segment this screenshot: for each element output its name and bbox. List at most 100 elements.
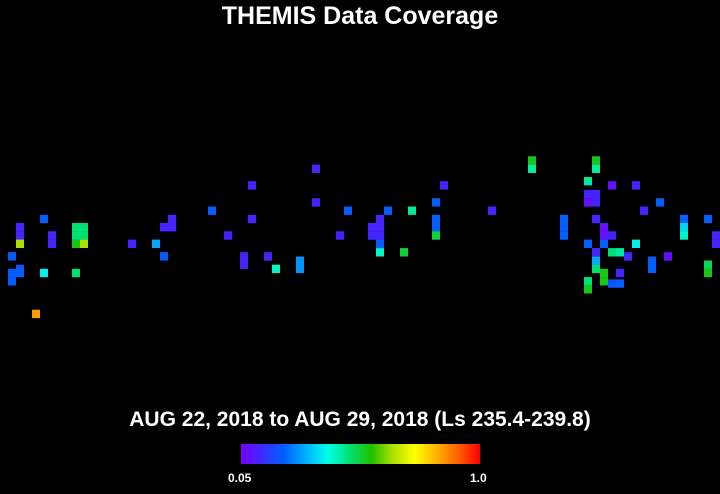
coverage-cell xyxy=(608,248,616,257)
coverage-cell xyxy=(584,189,592,199)
coverage-cell xyxy=(376,223,384,232)
coverage-cell xyxy=(152,239,160,248)
coverage-cell xyxy=(704,268,712,278)
coverage-cell xyxy=(16,223,24,232)
coverage-cell xyxy=(48,239,56,248)
coverage-cell xyxy=(312,164,320,173)
coverage-cell xyxy=(680,214,688,224)
coverage-cell xyxy=(592,156,600,165)
coverage-cell xyxy=(312,198,320,207)
coverage-cell xyxy=(584,177,592,186)
coverage-cell xyxy=(240,260,248,269)
coverage-cell xyxy=(600,277,608,286)
coverage-cell xyxy=(432,231,440,240)
coverage-cell xyxy=(592,198,600,207)
coverage-cell xyxy=(560,231,568,240)
coverage-cell xyxy=(616,279,624,288)
coverage-cell xyxy=(168,223,176,232)
coverage-cell xyxy=(632,181,640,190)
coverage-cell xyxy=(400,248,408,257)
coverage-cell xyxy=(592,264,600,274)
coverage-cell xyxy=(8,277,16,286)
coverage-cell xyxy=(16,239,24,248)
coverage-cell xyxy=(384,206,392,215)
coverage-cell xyxy=(560,214,568,224)
coverage-cell xyxy=(408,206,416,215)
coverage-cell xyxy=(80,223,88,232)
colorbar-min-label: 0.05 xyxy=(228,471,252,485)
coverage-cell xyxy=(704,214,712,224)
coverage-cell xyxy=(664,252,672,261)
coverage-cell xyxy=(712,231,720,240)
coverage-cell xyxy=(600,268,608,278)
chart-title: THEMIS Data Coverage xyxy=(221,2,499,30)
coverage-cell xyxy=(72,268,80,278)
coverage-cell xyxy=(160,223,168,232)
coverage-cell xyxy=(656,198,664,207)
coverage-cell xyxy=(584,277,592,286)
coverage-cell xyxy=(368,223,376,232)
coverage-cell xyxy=(40,268,48,278)
coverage-cell xyxy=(48,231,56,240)
coverage-cell xyxy=(72,223,80,232)
coverage-cell xyxy=(40,214,48,224)
coverage-cell xyxy=(528,164,536,173)
coverage-cell xyxy=(600,223,608,232)
coverage-cell xyxy=(584,285,592,294)
coverage-cell xyxy=(296,264,304,274)
coverage-cell xyxy=(624,252,632,261)
coverage-cell xyxy=(240,252,248,261)
coverage-cell xyxy=(528,156,536,165)
coverage-cell xyxy=(160,252,168,261)
coverage-cell xyxy=(600,231,608,240)
coverage-cell xyxy=(648,264,656,274)
coverage-cell xyxy=(72,231,80,240)
coverage-cell xyxy=(592,214,600,224)
coverage-cell xyxy=(376,239,384,248)
coverage-cell xyxy=(592,164,600,173)
coverage-cell xyxy=(344,206,352,215)
colorbar-max-label: 1.0 xyxy=(470,471,487,485)
coverage-cell xyxy=(248,181,256,190)
coverage-cell xyxy=(376,248,384,257)
coverage-cell xyxy=(168,214,176,224)
coverage-cell xyxy=(584,239,592,248)
colorbar xyxy=(241,444,480,464)
coverage-cell xyxy=(368,231,376,240)
colorbar-gradient xyxy=(241,444,480,464)
coverage-cell xyxy=(616,268,624,278)
coverage-cell xyxy=(592,248,600,257)
coverage-cell xyxy=(432,214,440,224)
coverage-cell xyxy=(264,252,272,261)
coverage-cell xyxy=(336,231,344,240)
coverage-cell xyxy=(376,231,384,240)
coverage-cell xyxy=(224,231,232,240)
coverage-cell xyxy=(296,256,304,265)
coverage-cell xyxy=(632,239,640,248)
coverage-cell xyxy=(600,239,608,248)
coverage-cell xyxy=(80,231,88,240)
coverage-cell xyxy=(680,231,688,240)
coverage-cell xyxy=(680,223,688,232)
coverage-cell xyxy=(208,206,216,215)
coverage-cell xyxy=(616,248,624,257)
coverage-cell xyxy=(8,268,16,278)
coverage-cell xyxy=(704,260,712,269)
coverage-cell xyxy=(608,279,616,288)
chart-subtitle: AUG 22, 2018 to AUG 29, 2018 (Ls 235.4-2… xyxy=(129,408,591,431)
coverage-cell xyxy=(72,239,80,248)
coverage-cell xyxy=(248,214,256,224)
coverage-cell xyxy=(128,239,136,248)
coverage-cell xyxy=(592,256,600,265)
coverage-cell xyxy=(432,198,440,207)
coverage-cell xyxy=(376,214,384,224)
coverage-cell xyxy=(560,223,568,232)
coverage-cell xyxy=(712,239,720,248)
coverage-cell xyxy=(272,264,280,274)
coverage-cell xyxy=(608,181,616,190)
coverage-cell xyxy=(584,198,592,207)
coverage-cell xyxy=(608,231,616,240)
coverage-cell xyxy=(440,181,448,190)
